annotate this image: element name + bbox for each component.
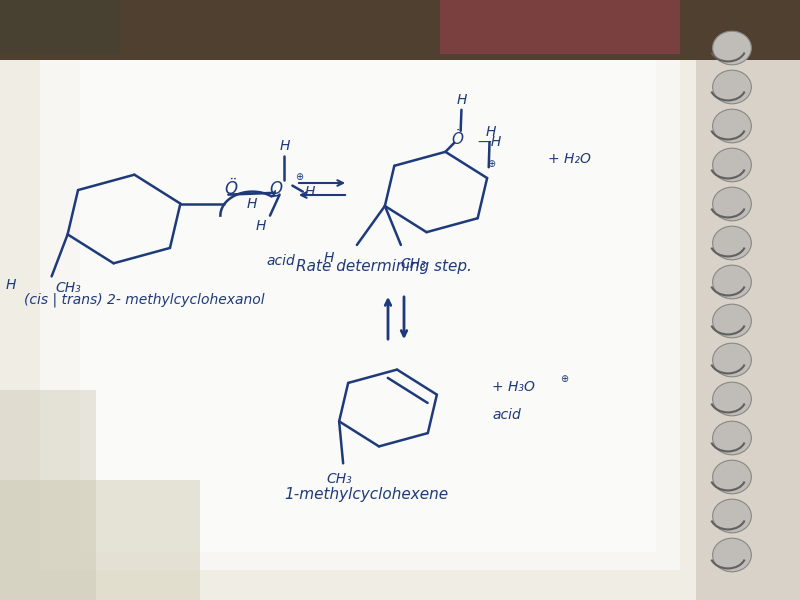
- Bar: [0, 0, 800, 60]
- Text: acid: acid: [492, 408, 521, 422]
- Bar: [0, 72, 48, 120]
- Bar: [656, 0, 800, 72]
- Ellipse shape: [713, 538, 751, 572]
- Ellipse shape: [713, 382, 751, 416]
- Text: H: H: [279, 139, 290, 152]
- Ellipse shape: [713, 187, 751, 221]
- Ellipse shape: [713, 148, 751, 182]
- Text: Ö: Ö: [451, 133, 463, 148]
- Bar: [0, 390, 96, 600]
- Bar: [80, 48, 656, 552]
- Bar: [704, 72, 800, 120]
- Bar: [0, 480, 200, 600]
- Text: CH₃: CH₃: [326, 472, 352, 487]
- Text: (cis | trans) 2- methylcyclohexanol: (cis | trans) 2- methylcyclohexanol: [24, 293, 265, 307]
- Text: Ö: Ö: [224, 179, 238, 197]
- Ellipse shape: [713, 343, 751, 377]
- Text: Rate determining step.: Rate determining step.: [296, 259, 472, 274]
- Bar: [40, 30, 680, 570]
- Bar: [696, 0, 800, 600]
- Text: + H₃O: + H₃O: [492, 380, 535, 394]
- Text: H: H: [6, 278, 16, 292]
- Text: acid: acid: [266, 254, 294, 268]
- Text: H: H: [304, 185, 314, 199]
- Ellipse shape: [713, 421, 751, 455]
- Ellipse shape: [713, 109, 751, 143]
- Text: O: O: [270, 179, 283, 197]
- Ellipse shape: [713, 226, 751, 260]
- Text: H: H: [255, 218, 266, 233]
- Bar: [0, 0, 120, 54]
- Text: H: H: [456, 93, 466, 107]
- Text: 1-methylcyclohexene: 1-methylcyclohexene: [284, 487, 448, 503]
- Bar: [0, 0, 144, 72]
- Ellipse shape: [713, 70, 751, 104]
- Text: CH₃: CH₃: [401, 257, 426, 271]
- Ellipse shape: [713, 265, 751, 299]
- Ellipse shape: [713, 460, 751, 494]
- Text: H: H: [486, 125, 496, 139]
- Ellipse shape: [713, 304, 751, 338]
- Bar: [440, 0, 680, 54]
- Text: CH₃: CH₃: [56, 281, 82, 295]
- Text: H: H: [324, 251, 334, 265]
- Ellipse shape: [713, 31, 751, 65]
- Text: ⊕: ⊕: [294, 172, 303, 182]
- Text: + H₂O: + H₂O: [548, 152, 591, 166]
- Text: ⊕: ⊕: [560, 374, 568, 384]
- Text: H: H: [246, 197, 257, 211]
- Ellipse shape: [713, 499, 751, 533]
- Text: ⊕: ⊕: [487, 159, 495, 169]
- Text: —H: —H: [478, 134, 502, 149]
